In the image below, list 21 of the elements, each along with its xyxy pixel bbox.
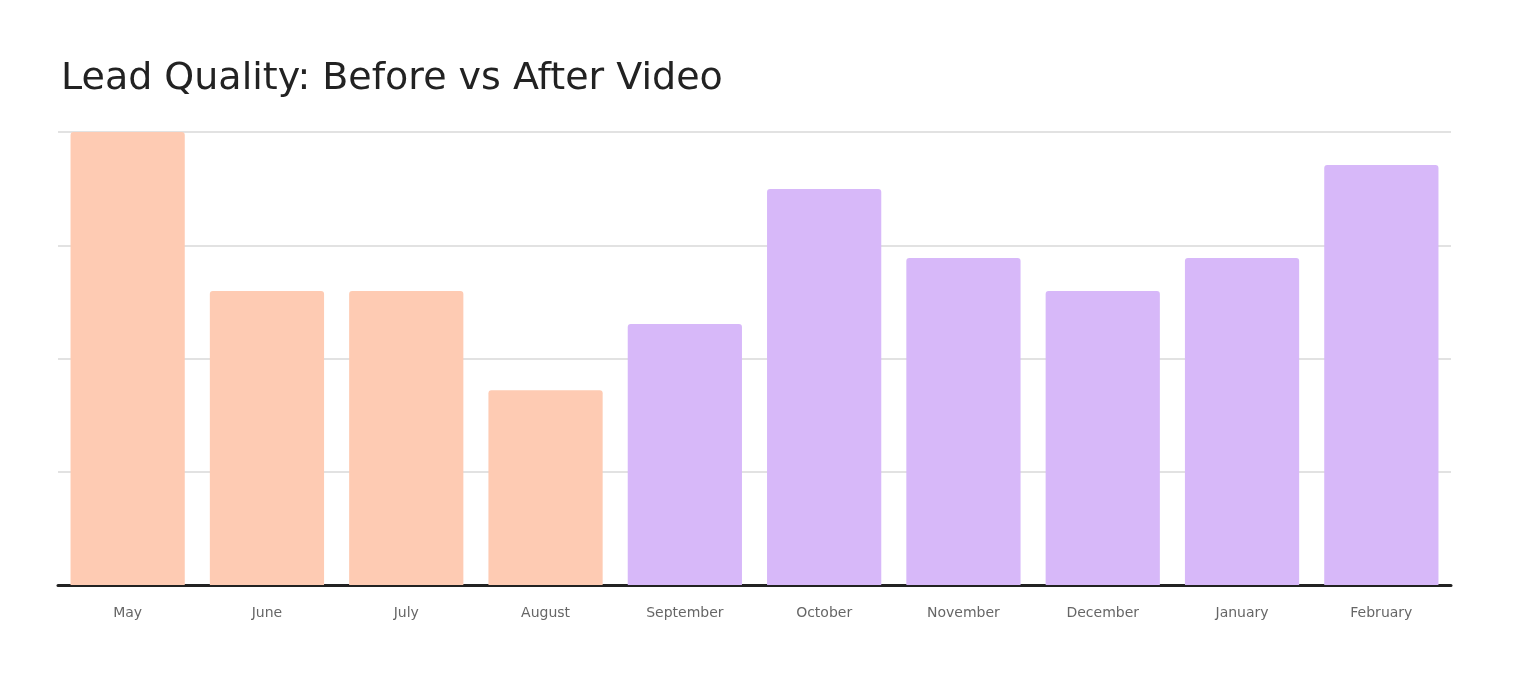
bar xyxy=(1184,257,1300,585)
x-tick-label: June xyxy=(250,604,283,620)
bar xyxy=(209,291,325,585)
x-tick-label: November xyxy=(927,604,1001,620)
bar xyxy=(906,257,1021,585)
bar xyxy=(70,132,185,585)
bar xyxy=(488,390,603,585)
x-tick-label: December xyxy=(1066,604,1140,620)
x-tick-label: May xyxy=(113,604,143,620)
x-tick-label: September xyxy=(646,604,724,620)
bar xyxy=(1324,165,1439,585)
x-tick-label: January xyxy=(1214,604,1269,620)
bar xyxy=(627,324,742,585)
x-tick-label: August xyxy=(521,604,571,620)
x-tick-label: July xyxy=(392,604,419,620)
x-tick-label: February xyxy=(1350,604,1413,620)
x-tick-label: October xyxy=(796,604,853,620)
bar xyxy=(767,189,882,585)
chart-title: Lead Quality: Before vs After Video xyxy=(61,54,723,98)
bar xyxy=(1045,291,1160,585)
bar xyxy=(349,291,464,585)
